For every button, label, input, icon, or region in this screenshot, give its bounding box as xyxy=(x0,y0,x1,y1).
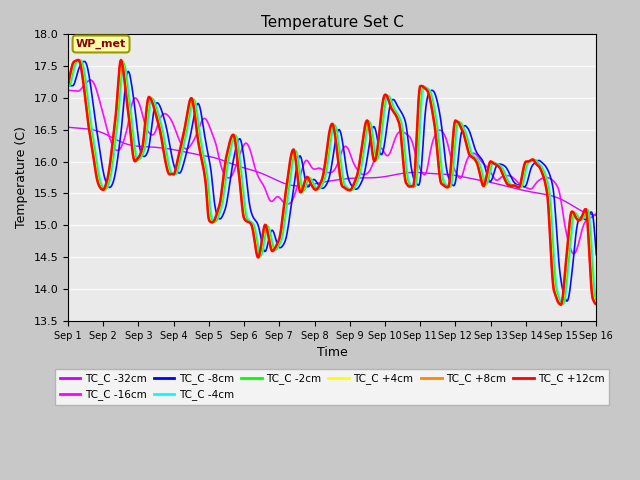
X-axis label: Time: Time xyxy=(317,346,348,359)
Y-axis label: Temperature (C): Temperature (C) xyxy=(15,127,28,228)
Text: WP_met: WP_met xyxy=(76,39,126,49)
Title: Temperature Set C: Temperature Set C xyxy=(260,15,404,30)
Legend: TC_C -32cm, TC_C -16cm, TC_C -8cm, TC_C -4cm, TC_C -2cm, TC_C +4cm, TC_C +8cm, T: TC_C -32cm, TC_C -16cm, TC_C -8cm, TC_C … xyxy=(56,369,609,405)
